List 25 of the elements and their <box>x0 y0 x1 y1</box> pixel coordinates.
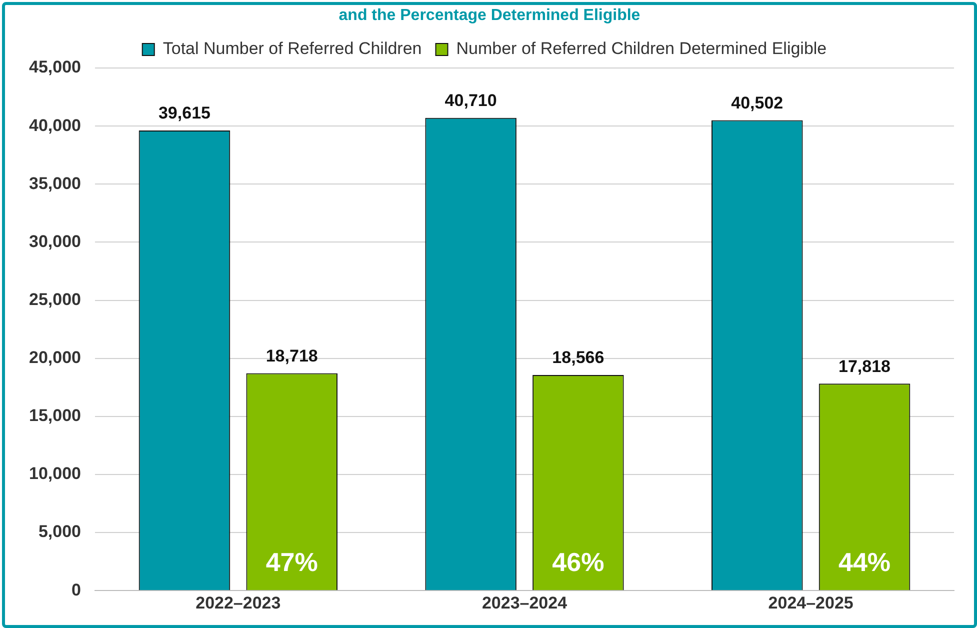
data-label: 40,502 <box>731 93 784 112</box>
y-tick-label: 20,000 <box>28 348 81 368</box>
chart-title: and the Percentage Determined Eligible <box>338 7 642 25</box>
x-tick-label: 2022–2023 <box>196 593 281 612</box>
annotation: 46% <box>552 546 604 577</box>
legend-label: Total Number of Referred Children <box>162 39 422 58</box>
x-tick-label: 2024–2025 <box>768 593 854 612</box>
y-tick-label: 25,000 <box>28 290 81 309</box>
y-tick-label: 15,000 <box>28 406 81 426</box>
y-tick-label: 0 <box>72 580 81 600</box>
data-label: 17,818 <box>838 356 891 376</box>
y-tick-label: 30,000 <box>28 232 81 251</box>
legend-label: Number of Referred Children Determined Eligible <box>456 39 827 58</box>
data-label: 39,615 <box>158 104 210 123</box>
y-tick-label: 10,000 <box>28 464 81 484</box>
y-tick-label: 5,000 <box>38 522 81 542</box>
data-label: 18,566 <box>552 348 604 368</box>
data-label: 18,718 <box>266 346 318 366</box>
y-tick-label: 40,000 <box>28 116 81 135</box>
y-tick-label: 45,000 <box>28 58 81 77</box>
annotation: 44% <box>838 546 891 577</box>
data-label: 40,710 <box>444 91 497 110</box>
y-tick-label: 35,000 <box>28 174 81 193</box>
annotation: 47% <box>266 546 318 577</box>
x-tick-label: 2023–2024 <box>482 593 568 612</box>
